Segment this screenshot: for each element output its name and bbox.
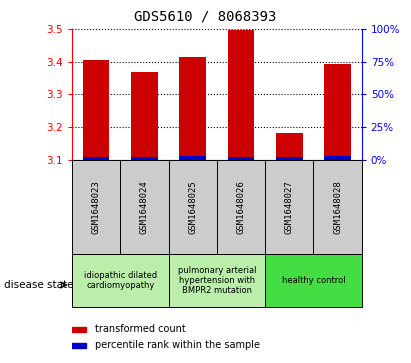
Bar: [131, 157, 158, 160]
Bar: [314, 160, 362, 254]
Bar: [131, 72, 158, 157]
Bar: [276, 132, 302, 157]
Bar: [228, 157, 254, 160]
Text: GSM1648027: GSM1648027: [285, 180, 294, 234]
Bar: [169, 160, 217, 254]
Bar: [276, 157, 302, 160]
Bar: [83, 60, 109, 157]
Text: percentile rank within the sample: percentile rank within the sample: [95, 340, 260, 350]
Bar: [72, 343, 86, 348]
Text: GSM1648028: GSM1648028: [333, 180, 342, 234]
Bar: [169, 254, 265, 307]
Text: healthy control: healthy control: [282, 276, 345, 285]
Text: GSM1648026: GSM1648026: [236, 180, 245, 234]
Text: pulmonary arterial
hypertension with
BMPR2 mutation: pulmonary arterial hypertension with BMP…: [178, 265, 256, 295]
Text: transformed count: transformed count: [95, 324, 186, 334]
Bar: [228, 30, 254, 157]
Text: GSM1648025: GSM1648025: [188, 180, 197, 234]
Bar: [72, 254, 169, 307]
Bar: [265, 254, 362, 307]
Bar: [179, 57, 206, 156]
Text: GSM1648023: GSM1648023: [92, 180, 101, 234]
Text: disease state: disease state: [4, 280, 74, 290]
Text: idiopathic dilated
cardiomyopathy: idiopathic dilated cardiomyopathy: [84, 271, 157, 290]
Text: GDS5610 / 8068393: GDS5610 / 8068393: [134, 9, 277, 23]
Bar: [179, 156, 206, 160]
Bar: [83, 157, 109, 160]
Bar: [324, 156, 351, 160]
Text: GSM1648024: GSM1648024: [140, 180, 149, 234]
Bar: [120, 160, 169, 254]
Bar: [72, 160, 120, 254]
Bar: [324, 64, 351, 156]
Bar: [265, 160, 314, 254]
Bar: [72, 327, 86, 332]
Bar: [217, 160, 265, 254]
